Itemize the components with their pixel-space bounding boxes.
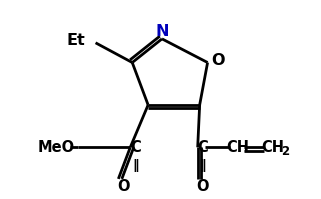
Text: C: C bbox=[197, 140, 208, 155]
Text: O: O bbox=[196, 179, 209, 194]
Text: N: N bbox=[155, 24, 169, 39]
Text: C: C bbox=[130, 140, 141, 155]
Text: O: O bbox=[211, 53, 224, 68]
Text: O: O bbox=[117, 179, 130, 194]
Text: ‖: ‖ bbox=[199, 159, 206, 172]
Text: Et: Et bbox=[66, 33, 85, 48]
Text: MeO: MeO bbox=[37, 140, 74, 155]
Text: CH: CH bbox=[262, 140, 284, 155]
Text: CH: CH bbox=[226, 140, 249, 155]
Text: 2: 2 bbox=[281, 145, 289, 158]
Text: ‖: ‖ bbox=[132, 159, 139, 172]
